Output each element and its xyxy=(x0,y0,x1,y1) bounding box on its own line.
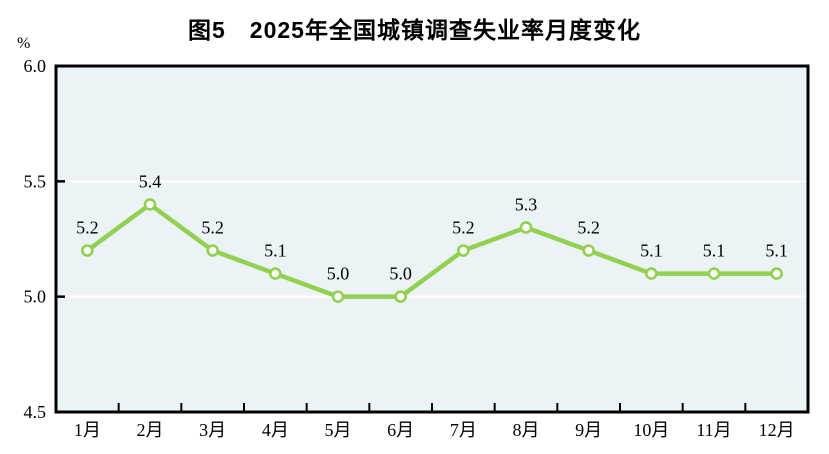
x-axis-label: 7月 xyxy=(450,420,477,440)
data-point-marker xyxy=(582,244,595,257)
data-point-marker xyxy=(394,290,407,303)
data-label: 5.1 xyxy=(703,241,726,261)
x-axis-label: 5月 xyxy=(325,420,352,440)
data-label: 5.0 xyxy=(389,264,412,284)
y-axis-label: 6.0 xyxy=(24,56,47,76)
data-label: 5.1 xyxy=(264,241,287,261)
x-axis-label: 2月 xyxy=(137,420,164,440)
data-point-marker xyxy=(519,221,533,234)
data-point-marker xyxy=(770,267,783,280)
plot-border xyxy=(54,64,810,414)
x-axis-label: 10月 xyxy=(633,420,669,440)
x-axis-label: 3月 xyxy=(199,420,226,440)
data-label: 5.2 xyxy=(452,218,475,238)
data-label: 5.1 xyxy=(640,241,663,261)
data-label: 5.4 xyxy=(139,171,162,191)
y-axis-unit-label: % xyxy=(17,35,31,52)
series-line xyxy=(85,202,779,299)
data-point-marker xyxy=(81,244,94,257)
y-axis-label: 5.5 xyxy=(24,171,47,191)
data-point-marker xyxy=(331,290,345,303)
plot-area xyxy=(56,66,808,412)
data-point-marker xyxy=(457,244,470,257)
data-point-marker xyxy=(206,244,219,257)
data-point-marker xyxy=(143,198,157,211)
data-point-marker xyxy=(269,267,282,280)
data-label: 5.1 xyxy=(765,241,788,261)
chart-title: 图5 2025年全国城镇调查失业率月度变化 xyxy=(188,17,641,43)
y-axis-label: 4.5 xyxy=(24,402,47,422)
data-label: 5.3 xyxy=(515,194,538,214)
data-point-marker xyxy=(645,267,658,280)
x-axis-label: 6月 xyxy=(387,420,414,440)
x-axis-label: 9月 xyxy=(575,420,602,440)
data-point-marker xyxy=(707,267,721,280)
data-label: 5.0 xyxy=(327,264,350,284)
data-label: 5.2 xyxy=(201,218,224,238)
data-label: 5.2 xyxy=(577,218,600,238)
x-axis-label: 4月 xyxy=(262,420,289,440)
x-axis-label: 8月 xyxy=(513,420,540,440)
x-axis-label: 12月 xyxy=(759,420,795,440)
data-label: 5.2 xyxy=(76,218,99,238)
y-axis-label: 5.0 xyxy=(24,287,47,307)
x-axis-label: 11月 xyxy=(696,420,731,440)
x-axis-label: 1月 xyxy=(74,420,101,440)
